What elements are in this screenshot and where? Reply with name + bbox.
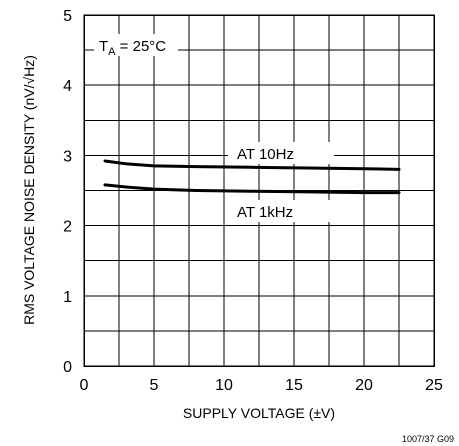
series-line-1 [103, 183, 401, 195]
y-tick-label: 1 [63, 289, 72, 306]
y-tick-labels: 0 1 2 3 4 5 [63, 8, 72, 376]
y-tick-label: 0 [63, 359, 72, 376]
series-label-1khz: AT 1kHz [228, 200, 334, 222]
x-axis-label: SUPPLY VOLTAGE (±V) [183, 405, 335, 421]
x-tick-label: 20 [355, 377, 373, 394]
series-line-0 [103, 159, 401, 171]
y-tick-label: 5 [63, 8, 72, 25]
figure-id: 1007/37 G09 [402, 434, 454, 444]
x-tick-label: 15 [285, 377, 303, 394]
y-tick-label: 4 [63, 78, 72, 95]
condition-rest: = 25°C [116, 38, 167, 55]
series-label-10hz-text: AT 10Hz [237, 146, 294, 163]
y-tick-label: 3 [63, 148, 72, 165]
y-axis-label: RMS VOLTAGE NOISE DENSITY (nV/√Hz) [21, 55, 37, 325]
x-tick-labels: 0 5 10 15 20 25 [80, 377, 443, 394]
x-tick-label: 25 [425, 377, 443, 394]
plot-frame [83, 14, 435, 367]
x-tick-label: 0 [80, 377, 89, 394]
condition-main: T [99, 38, 108, 55]
series-label-10hz: AT 10Hz [228, 142, 334, 164]
x-tick-label: 5 [150, 377, 159, 394]
condition-sub: A [108, 46, 116, 58]
series-layer [103, 159, 401, 195]
x-tick-label: 10 [215, 377, 233, 394]
series-label-1khz-text: AT 1kHz [237, 204, 293, 221]
svg-text:TA = 25°C: TA = 25°C [99, 38, 166, 58]
y-tick-label: 2 [63, 219, 72, 236]
temperature-condition-label: TA = 25°C [94, 34, 178, 58]
